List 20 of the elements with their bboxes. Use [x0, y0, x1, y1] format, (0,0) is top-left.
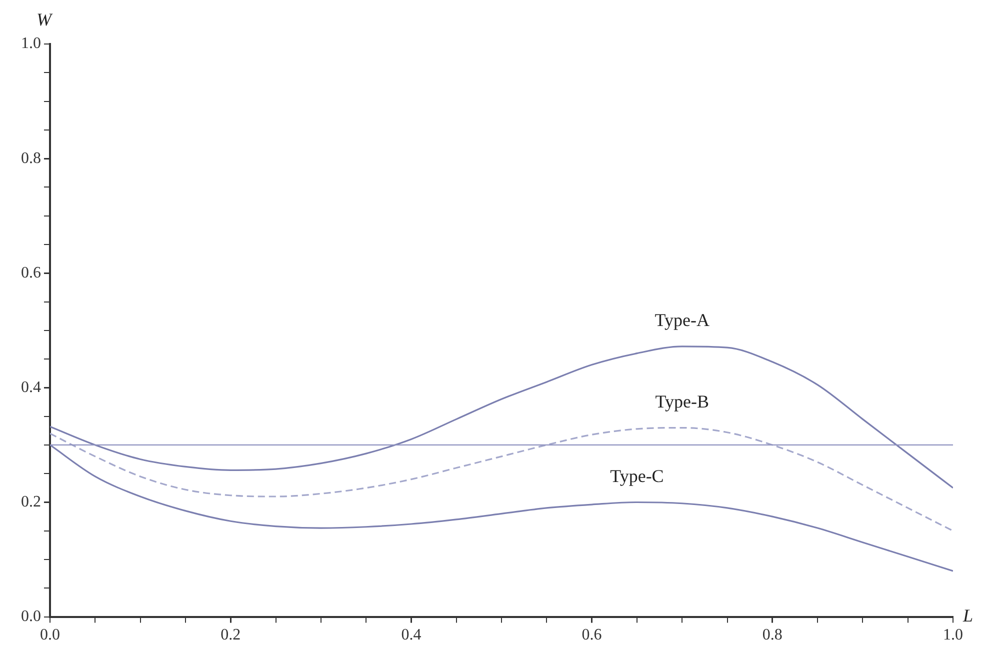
- y-tick-label: 0.6: [21, 264, 41, 282]
- x-tick-label: 0.8: [762, 626, 782, 644]
- x-tick-label: 0.6: [582, 626, 602, 644]
- x-tick-label: 0.0: [40, 626, 60, 644]
- line-series: [50, 444, 953, 572]
- line-series: [50, 346, 953, 489]
- x-tick-label: 0.4: [401, 626, 422, 644]
- x-tick-label: 1.0: [943, 626, 963, 644]
- y-tick-label: 1.0: [21, 35, 41, 52]
- line-series: [50, 426, 953, 532]
- y-axis-title: W: [36, 10, 54, 30]
- series-label: Type-B: [655, 392, 709, 412]
- series-label: Type-A: [654, 310, 710, 330]
- y-tick-label: 0.4: [21, 378, 41, 396]
- x-tick-label: 0.2: [220, 626, 241, 644]
- y-tick-label: 0.8: [21, 150, 41, 167]
- y-tick-label: 0.2: [21, 493, 41, 510]
- series-label: Type-C: [610, 466, 664, 486]
- x-axis-title: L: [962, 606, 974, 626]
- y-tick-label: 0.0: [21, 608, 41, 626]
